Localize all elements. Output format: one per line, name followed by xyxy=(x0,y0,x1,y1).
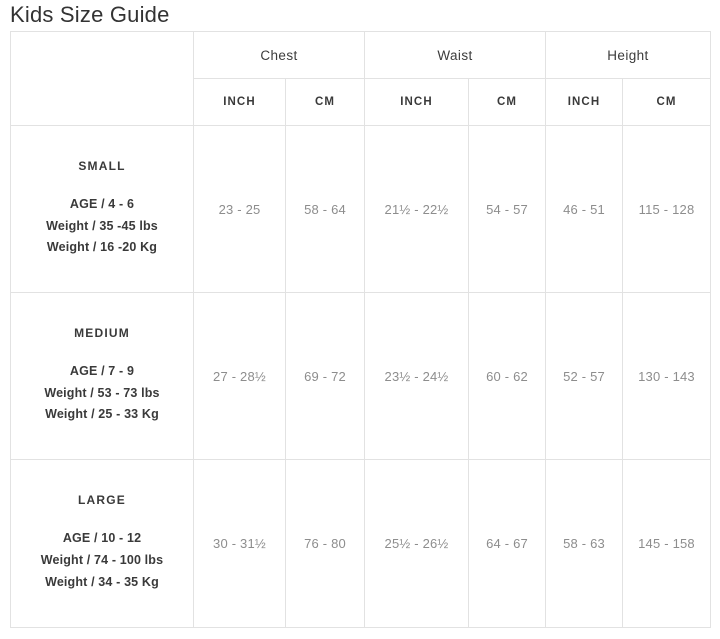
size-name: LARGE xyxy=(78,493,126,508)
table-row: MEDIUM AGE / 7 - 9 Weight / 53 - 73 lbs … xyxy=(10,292,711,460)
table-header: Chest Waist Height INCH CM INCH CM INCH … xyxy=(10,31,711,126)
cell-height-cm: 115 - 128 xyxy=(622,125,711,293)
size-detail-weight-lbs: Weight / 53 - 73 lbs xyxy=(44,385,160,400)
size-name: MEDIUM xyxy=(74,325,130,340)
size-cell-large: LARGE AGE / 10 - 12 Weight / 74 - 100 lb… xyxy=(10,459,194,628)
size-detail-weight-kg: Weight / 34 - 35 Kg xyxy=(45,574,159,589)
size-detail-age: AGE / 4 - 6 xyxy=(69,196,135,211)
size-detail-weight-kg: Weight / 16 -20 Kg xyxy=(46,240,158,255)
header-group-row: Chest Waist Height xyxy=(10,31,711,126)
page-title: Kids Size Guide xyxy=(10,2,170,27)
cell-height-inch: 46 - 51 xyxy=(545,125,623,293)
header-group-chest: Chest xyxy=(193,31,365,79)
table-row: LARGE AGE / 10 - 12 Weight / 74 - 100 lb… xyxy=(10,459,711,628)
size-name: SMALL xyxy=(78,158,126,173)
table-row: SMALL AGE / 4 - 6 Weight / 35 -45 lbs We… xyxy=(10,125,711,293)
cell-height-inch: 58 - 63 xyxy=(545,459,623,628)
cell-chest-cm: 76 - 80 xyxy=(285,459,365,628)
cell-waist-cm: 54 - 57 xyxy=(468,125,546,293)
cell-chest-inch: 27 - 28½ xyxy=(193,292,286,460)
cell-chest-inch: 23 - 25 xyxy=(193,125,286,293)
header-unit-chest-cm: CM xyxy=(285,78,365,126)
cell-waist-inch: 23½ - 24½ xyxy=(364,292,469,460)
size-detail-weight-lbs: Weight / 74 - 100 lbs xyxy=(40,553,164,568)
cell-chest-cm: 69 - 72 xyxy=(285,292,365,460)
size-detail-age: AGE / 10 - 12 xyxy=(62,531,142,546)
header-group-height: Height xyxy=(545,31,711,79)
size-guide-table: Chest Waist Height INCH CM INCH CM INCH … xyxy=(10,31,711,628)
size-detail-weight-lbs: Weight / 35 -45 lbs xyxy=(46,218,158,233)
size-detail-age: AGE / 7 - 9 xyxy=(69,363,135,378)
header-unit-height-cm: CM xyxy=(622,78,711,126)
header-unit-chest-inch: INCH xyxy=(193,78,286,126)
size-cell-small: SMALL AGE / 4 - 6 Weight / 35 -45 lbs We… xyxy=(10,125,194,293)
table-body: SMALL AGE / 4 - 6 Weight / 35 -45 lbs We… xyxy=(10,125,711,628)
header-corner-cell xyxy=(10,31,194,126)
header-group-waist: Waist xyxy=(364,31,546,79)
cell-waist-cm: 60 - 62 xyxy=(468,292,546,460)
cell-chest-inch: 30 - 31½ xyxy=(193,459,286,628)
header-unit-height-inch: INCH xyxy=(545,78,623,126)
header-unit-waist-cm: CM xyxy=(468,78,546,126)
cell-height-cm: 145 - 158 xyxy=(622,459,711,628)
header-unit-waist-inch: INCH xyxy=(364,78,469,126)
cell-waist-cm: 64 - 67 xyxy=(468,459,546,628)
header-unit-row: INCH CM INCH CM INCH CM xyxy=(11,78,711,126)
size-cell-medium: MEDIUM AGE / 7 - 9 Weight / 53 - 73 lbs … xyxy=(10,292,194,460)
size-detail-weight-kg: Weight / 25 - 33 Kg xyxy=(45,407,159,422)
cell-waist-inch: 25½ - 26½ xyxy=(364,459,469,628)
cell-chest-cm: 58 - 64 xyxy=(285,125,365,293)
cell-height-cm: 130 - 143 xyxy=(622,292,711,460)
cell-waist-inch: 21½ - 22½ xyxy=(364,125,469,293)
cell-height-inch: 52 - 57 xyxy=(545,292,623,460)
